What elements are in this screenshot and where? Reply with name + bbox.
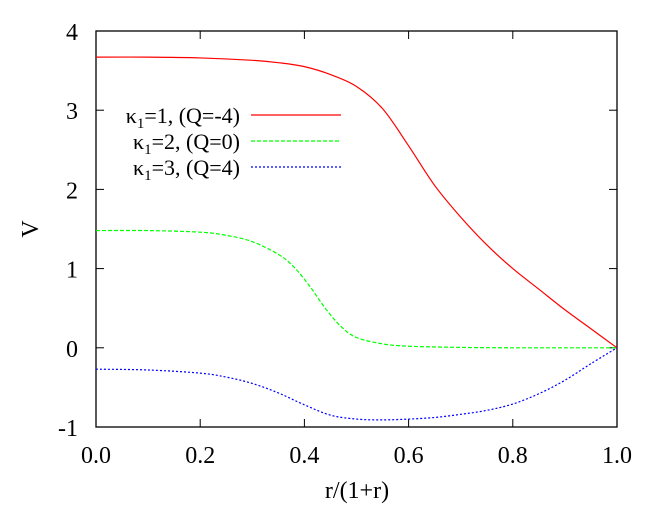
series-group — [95, 56, 618, 421]
y-tick-label: 3 — [66, 99, 78, 125]
x-tick-label: 0.0 — [81, 443, 111, 469]
y-axis-title: V — [18, 220, 44, 238]
x-axis-title: r/(1+r) — [325, 478, 389, 504]
x-tick-label: 1.0 — [602, 443, 632, 469]
legend-label: κ1=1, (Q=-4) — [126, 103, 240, 132]
y-tick-label: -1 — [58, 416, 78, 442]
legend-label: κ1=3, (Q=4) — [133, 155, 240, 184]
series-line-3 — [95, 347, 618, 421]
x-tick-label: 0.6 — [394, 443, 424, 469]
series-line-1 — [95, 56, 618, 349]
x-tick-label: 0.4 — [289, 443, 319, 469]
x-tick-label: 0.8 — [498, 443, 528, 469]
y-axis: -1 0 1 2 3 4 — [58, 20, 617, 442]
y-tick-label: 2 — [66, 178, 78, 204]
y-tick-label: 1 — [66, 258, 78, 284]
x-tick-label: 0.2 — [185, 443, 215, 469]
y-tick-label: 4 — [66, 20, 78, 46]
x-axis: 0.0 0.2 0.4 0.6 0.8 1.0 — [81, 31, 632, 469]
plot-frame — [95, 30, 618, 428]
legend: κ1=1, (Q=-4)κ1=2, (Q=0)κ1=3, (Q=4) — [126, 103, 341, 184]
y-tick-label: 0 — [66, 337, 78, 363]
plot-border — [95, 30, 618, 428]
series-line-2 — [95, 229, 617, 349]
legend-label: κ1=2, (Q=0) — [133, 129, 240, 158]
